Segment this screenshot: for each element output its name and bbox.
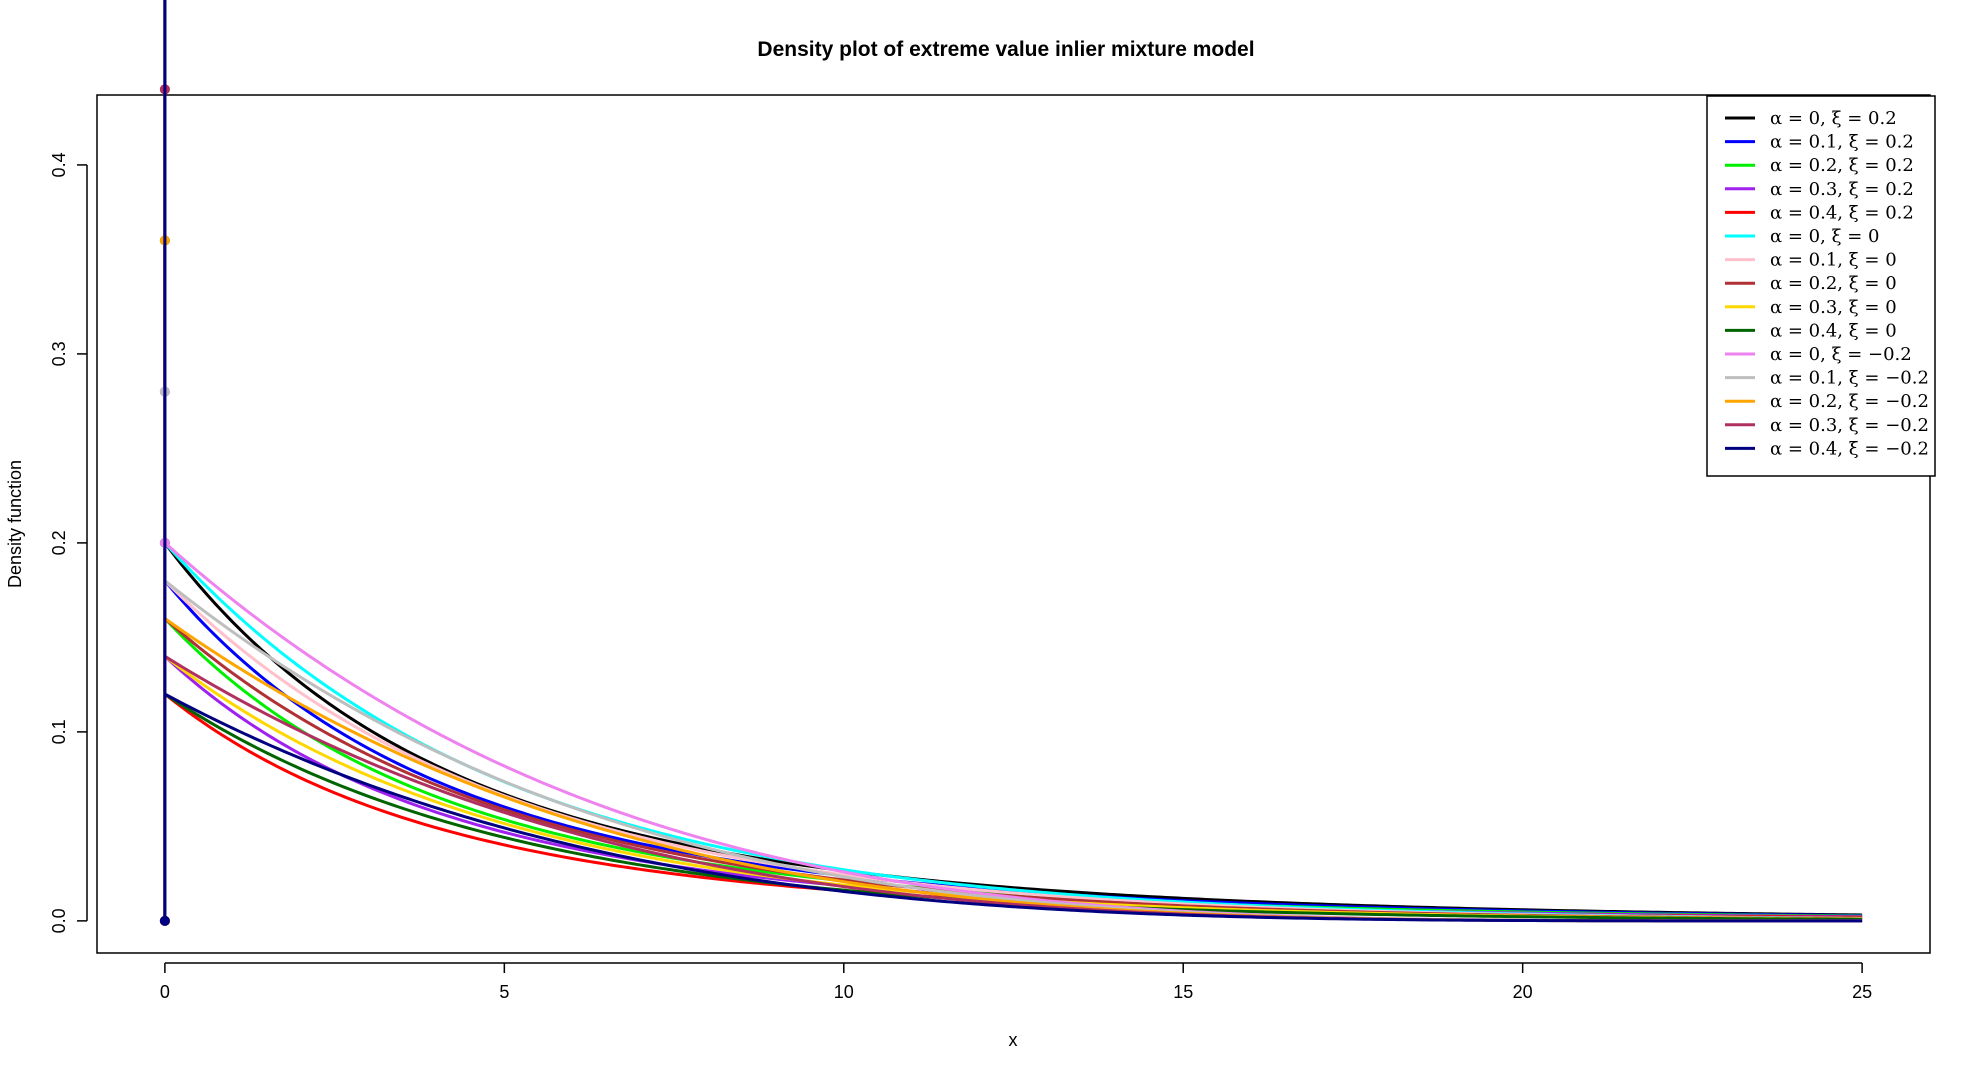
x-tick-label: 0 (160, 982, 170, 1002)
y-tick-label: 0.4 (49, 152, 69, 177)
y-tick-label: 0.1 (49, 719, 69, 744)
series-line (163, 579, 1863, 918)
x-axis-label: x (1009, 1030, 1018, 1050)
series-1 (159, 537, 1863, 926)
legend-item: α = 0.3, ξ = 0.2 (1725, 179, 1914, 200)
y-tick-label: 0.0 (49, 908, 69, 933)
series-line (163, 541, 1863, 923)
legend-item: α = 0, ξ = −0.2 (1725, 344, 1912, 365)
legend-label: α = 0, ξ = 0.2 (1770, 108, 1897, 129)
legend-label: α = 0.1, ξ = 0 (1770, 250, 1897, 271)
series-layer (159, 0, 1863, 926)
chart-title: Density plot of extreme value inlier mix… (757, 38, 1254, 61)
legend-label: α = 0.4, ξ = 0.2 (1770, 202, 1914, 223)
legend-item: α = 0.1, ξ = 0.2 (1725, 132, 1914, 153)
x-tick-label: 15 (1173, 982, 1193, 1002)
x-axis: 0 5 10 15 20 25 (160, 962, 1872, 1002)
legend-label: α = 0.2, ξ = 0 (1770, 273, 1897, 294)
legend-label: α = 0.2, ξ = 0.2 (1770, 155, 1914, 176)
series-11 (159, 537, 1863, 926)
series-6 (159, 537, 1863, 926)
series-line (163, 655, 1863, 919)
legend-item: α = 0.3, ξ = 0 (1725, 297, 1897, 318)
legend-label: α = 0.3, ξ = 0 (1770, 297, 1897, 318)
legend-label: α = 0, ξ = 0 (1770, 226, 1879, 247)
series-line (163, 617, 1863, 921)
series-line (163, 617, 1863, 918)
legend-item: α = 0.2, ξ = 0 (1725, 273, 1897, 294)
series-line (163, 541, 1863, 920)
x-tick-label: 10 (834, 982, 854, 1002)
series-line (163, 655, 1863, 921)
legend-label: α = 0.4, ξ = −0.2 (1770, 438, 1929, 459)
legend-label: α = 0.4, ξ = 0 (1770, 320, 1897, 341)
x-tick-label: 20 (1513, 982, 1533, 1002)
legend-label: α = 0.3, ξ = −0.2 (1770, 415, 1929, 436)
series-2 (159, 386, 1863, 926)
legend: α = 0, ξ = 0.2α = 0.1, ξ = 0.2α = 0.2, ξ… (1706, 95, 1936, 477)
legend-item: α = 0.3, ξ = −0.2 (1725, 415, 1929, 436)
legend-label: α = 0, ξ = −0.2 (1770, 344, 1912, 365)
legend-item: α = 0.4, ξ = 0.2 (1725, 202, 1914, 223)
y-axis-label: Density function (5, 460, 25, 588)
series-line (163, 579, 1863, 923)
series-15 (159, 0, 1863, 926)
legend-label: α = 0.1, ξ = 0.2 (1770, 132, 1914, 153)
legend-label: α = 0.1, ξ = −0.2 (1770, 368, 1929, 389)
y-tick-label: 0.2 (49, 530, 69, 555)
legend-item: α = 0.4, ξ = 0 (1725, 320, 1897, 341)
series-line (163, 541, 1863, 917)
legend-item: α = 0.1, ξ = −0.2 (1725, 368, 1929, 389)
legend-box (1706, 95, 1936, 477)
series-line (164, 617, 1863, 923)
spike-base-point (159, 915, 170, 926)
legend-item: α = 0.4, ξ = −0.2 (1725, 438, 1929, 459)
legend-item: α = 0, ξ = 0.2 (1725, 108, 1897, 129)
legend-item: α = 0.2, ξ = −0.2 (1725, 391, 1929, 412)
legend-item: α = 0.1, ξ = 0 (1725, 250, 1897, 271)
series-line (163, 579, 1863, 921)
plot-frame (96, 94, 1931, 954)
y-tick-label: 0.3 (49, 341, 69, 366)
x-tick-label: 25 (1852, 982, 1872, 1002)
series-line (164, 692, 1863, 923)
x-tick-label: 5 (499, 982, 509, 1002)
legend-label: α = 0.2, ξ = −0.2 (1770, 391, 1929, 412)
legend-label: α = 0.3, ξ = 0.2 (1770, 179, 1914, 200)
y-axis: 0.0 0.1 0.2 0.3 0.4 (49, 152, 88, 933)
series-7 (159, 386, 1863, 926)
legend-item: α = 0.2, ξ = 0.2 (1725, 155, 1914, 176)
legend-item: α = 0, ξ = 0 (1725, 226, 1879, 247)
series-12 (159, 386, 1863, 926)
